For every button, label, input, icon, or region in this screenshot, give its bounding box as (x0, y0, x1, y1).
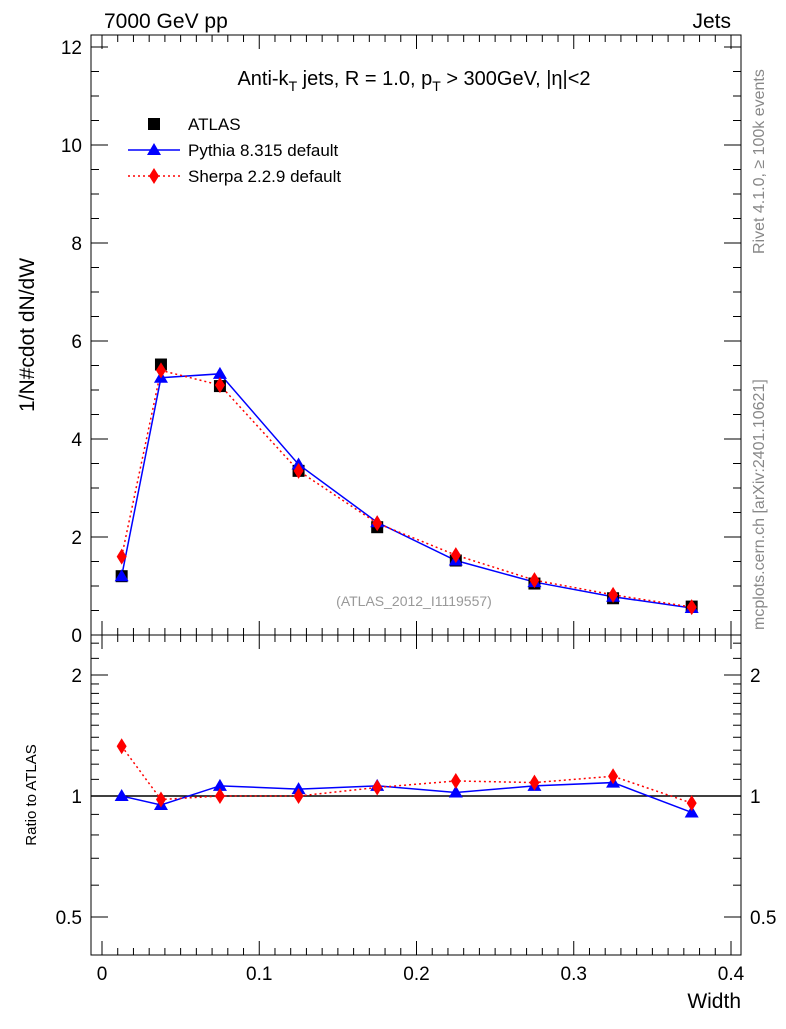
data-point-diamond (372, 515, 383, 532)
legend-label: ATLAS (188, 115, 241, 134)
ratio-point (212, 778, 227, 791)
data-point-diamond (214, 377, 225, 394)
ratio-point (214, 788, 225, 804)
data-point-diamond (116, 548, 127, 565)
ratio-point (686, 795, 697, 812)
header-left: 7000 GeV pp (104, 10, 228, 33)
y-tick-label: 2 (71, 528, 82, 549)
legend-marker-triangle (147, 143, 161, 155)
y-tick-label: 12 (61, 38, 82, 59)
x-axis-label: Width (687, 990, 741, 1013)
y-tick-label: 8 (71, 234, 82, 255)
ratio-y-tick-label-right: 2 (750, 666, 761, 687)
ratio-point (608, 768, 619, 785)
legend: ATLAS Pythia 8.315 default Sherpa 2.2.9 de… (128, 115, 341, 186)
ratio-y-tick-label-right: 1 (750, 787, 761, 808)
ratio-y-tick-label: 0.5 (56, 908, 82, 929)
data-point-diamond (686, 599, 697, 616)
y-tick-label: 6 (71, 332, 82, 353)
x-tick-label: 0.2 (403, 964, 429, 985)
x-tick-label: 0.3 (561, 964, 587, 985)
ratio-frame (90, 634, 742, 956)
y-axis-label: 1/N#cdot dN/dW (16, 258, 39, 412)
y-tick-label: 10 (61, 136, 82, 157)
data-point-diamond (529, 572, 540, 589)
analysis-watermark: (ATLAS_2012_I1119557) (336, 593, 492, 609)
ratio-point (372, 779, 383, 796)
ratio-point (684, 805, 699, 818)
y-tick-label: 0 (71, 626, 82, 647)
header-right: Jets (692, 10, 731, 33)
ratio-point (450, 772, 461, 789)
ratio-point (114, 789, 129, 801)
ratio-y-tick-label-right: 0.5 (750, 908, 776, 929)
ratio-point (529, 774, 540, 791)
ratio-point (155, 791, 166, 808)
data-point-triangle (114, 569, 129, 582)
data-point-diamond (450, 547, 461, 564)
ratio-point (448, 785, 463, 798)
plot-title: Anti-kT jets, R = 1.0, pT > 300GeV, |η|<… (237, 68, 590, 94)
legend-marker-square (148, 118, 160, 130)
y-tick-label: 4 (71, 430, 82, 451)
ratio-y-axis-label: Ratio to ATLAS (23, 744, 40, 845)
ratio-point (116, 738, 127, 755)
data-point-diamond (608, 586, 619, 603)
ratio-y-tick-label: 1 (71, 787, 82, 808)
data-point-diamond (293, 462, 304, 479)
x-tick-label: 0 (97, 964, 108, 985)
x-tick-label: 0.4 (718, 964, 745, 985)
rivet-label: Rivet 4.1.0, ≥ 100k events (751, 69, 768, 254)
legend-label: Pythia 8.315 default (188, 141, 339, 160)
x-tick-label: 0.1 (246, 964, 272, 985)
ratio-line-2 (121, 745, 692, 804)
ratio-line-1 (121, 781, 692, 814)
data-point-diamond (155, 362, 166, 379)
ratio-y-tick-label: 2 (71, 666, 82, 687)
legend-label: Sherpa 2.2.9 default (188, 167, 341, 186)
mcplots-label: mcplots.cern.ch [arXiv:2401.10621] (751, 379, 768, 630)
data-point-triangle (212, 366, 227, 379)
series-line-2 (120, 369, 692, 608)
series-line-1 (120, 373, 692, 609)
ratio-point (293, 788, 304, 804)
legend-marker-diamond (149, 168, 159, 184)
